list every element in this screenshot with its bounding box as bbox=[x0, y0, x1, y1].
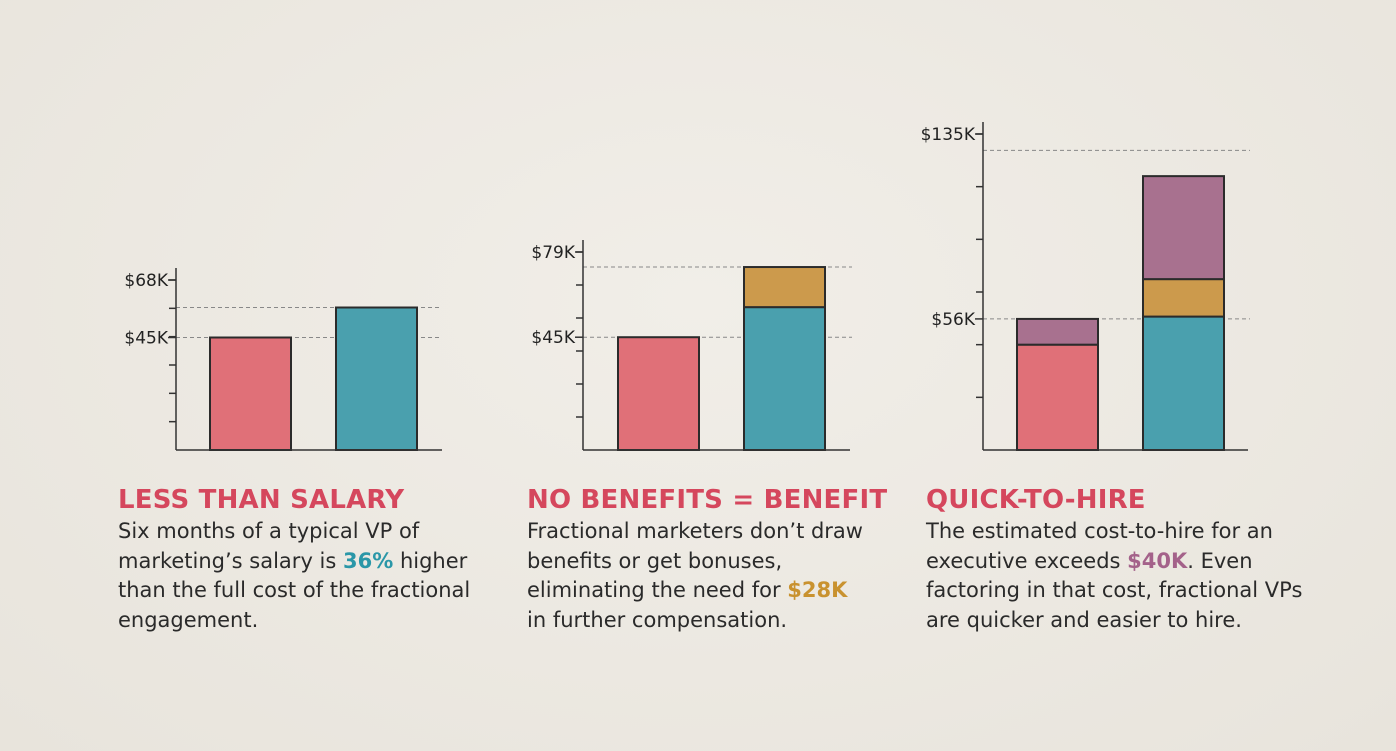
y-tick-label: $45K bbox=[124, 329, 168, 349]
panel-title: LESS THAN SALARY bbox=[118, 485, 405, 515]
bar-segment bbox=[617, 336, 700, 451]
y-tick-label: $79K bbox=[531, 243, 575, 263]
bar-segment bbox=[1142, 315, 1225, 452]
highlight-value: $40K bbox=[1127, 548, 1188, 573]
panel-quick-to-hire: QUICK-TO-HIRE The estimated cost-to-hire… bbox=[926, 485, 1306, 635]
bar-segment bbox=[335, 306, 418, 451]
description-text: Six months of a typical VP of marketing’… bbox=[118, 519, 420, 573]
bar-segment bbox=[743, 266, 826, 309]
bar-segment bbox=[1142, 175, 1225, 281]
panel-less-than-salary: LESS THAN SALARY Six months of a typical… bbox=[118, 485, 508, 635]
chart-no-benefits: $79K $45K bbox=[531, 240, 852, 452]
panel-no-benefits: NO BENEFITS = BENEFIT Fractional markete… bbox=[527, 485, 888, 635]
y-tick-label: $56K bbox=[931, 310, 975, 330]
chart-quick-to-hire: $135K $56K bbox=[921, 122, 1250, 452]
panel-description: Six months of a typical VP of marketing’… bbox=[118, 517, 508, 635]
bar-segment bbox=[1142, 278, 1225, 318]
panel-title: NO BENEFITS = BENEFIT bbox=[527, 485, 888, 515]
y-tick-label: $45K bbox=[531, 328, 575, 348]
description-text: in further compensation. bbox=[527, 607, 788, 632]
bar-segment bbox=[209, 336, 292, 451]
bar-segment bbox=[1016, 343, 1099, 451]
panel-description: The estimated cost-to-hire for an execut… bbox=[926, 517, 1306, 635]
description-text: higher than the full cost of the fractio… bbox=[118, 548, 471, 632]
description-text: . Even factoring in that cost, fractiona… bbox=[926, 548, 1303, 632]
y-tick-label: $68K bbox=[124, 271, 168, 291]
description-text: Fractional marketers don’t draw benefits… bbox=[527, 519, 863, 602]
bar-segment bbox=[743, 306, 826, 452]
bar-segment bbox=[1016, 317, 1099, 346]
highlight-value: 36% bbox=[343, 548, 394, 573]
y-tick-label: $135K bbox=[921, 125, 976, 145]
panel-description: Fractional marketers don’t draw benefits… bbox=[527, 517, 872, 635]
panel-title: QUICK-TO-HIRE bbox=[926, 485, 1146, 515]
highlight-value: $28K bbox=[787, 578, 848, 602]
chart-less-than-salary: $68K $45K bbox=[124, 268, 442, 451]
description-text: The estimated cost-to-hire for an execut… bbox=[926, 519, 1273, 573]
